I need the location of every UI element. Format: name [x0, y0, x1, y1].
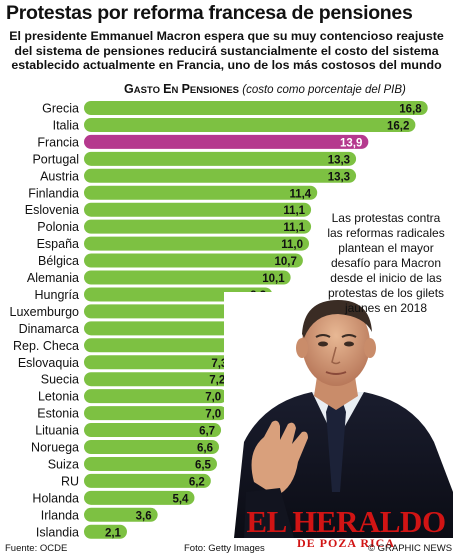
category-label: Portugal	[32, 152, 79, 166]
value-label: 13,9	[340, 137, 362, 149]
footer-source: Fuente: OCDE	[5, 543, 68, 554]
value-label: 11,4	[289, 188, 311, 200]
bar	[84, 490, 195, 505]
category-label: Rep. Checa	[13, 339, 79, 353]
category-label: Noruega	[31, 441, 79, 455]
newspaper-logo: EL HERALDO DE POZA RICA	[246, 506, 446, 549]
category-label: Alemania	[27, 271, 79, 285]
bar	[84, 473, 211, 488]
category-label: Islandia	[36, 525, 79, 539]
bar	[84, 253, 303, 268]
chart-title: Protestas por reforma francesa de pensio…	[6, 2, 413, 24]
bar	[84, 389, 228, 404]
bar	[84, 524, 127, 539]
category-label: España	[37, 237, 79, 251]
value-label: 7,0	[205, 392, 221, 404]
macron-photo	[224, 292, 453, 538]
category-label: Lituania	[35, 424, 79, 438]
value-label: 7,3	[211, 358, 227, 370]
value-label: 16,2	[387, 120, 409, 132]
side-note: Las protestas contra las reformas radica…	[327, 211, 445, 315]
category-label: Austria	[40, 169, 79, 183]
value-label: 6,6	[197, 443, 213, 455]
bar	[84, 355, 234, 370]
category-label: Estonia	[37, 407, 79, 421]
value-label: 6,5	[195, 459, 212, 471]
bar	[84, 151, 357, 166]
category-label: Finlandia	[28, 186, 79, 200]
bar	[84, 101, 428, 115]
bar	[84, 372, 232, 387]
value-label: 5,4	[172, 493, 189, 505]
category-label: RU	[61, 474, 79, 488]
value-label: 13,3	[328, 154, 350, 166]
bar	[84, 117, 416, 132]
category-label: Suecia	[41, 373, 79, 387]
category-label: Bélgica	[38, 254, 79, 268]
chart-subtitle: El presidente Emmanuel Macron espera que…	[9, 29, 444, 72]
category-label: Eslovaquia	[18, 356, 79, 370]
chart-heading-label: GASTO EN PENSIONES	[124, 82, 240, 96]
category-label: Hungría	[35, 288, 80, 302]
value-label: 11,0	[281, 239, 303, 251]
value-label: 13,3	[328, 171, 350, 183]
value-label: 2,1	[105, 527, 122, 539]
bar	[84, 304, 256, 319]
bar	[84, 219, 312, 234]
value-label: 10,1	[262, 273, 285, 285]
bar	[84, 321, 250, 336]
chart-heading-note: (costo como porcentaje del PIB)	[242, 84, 406, 96]
value-label: 6,7	[199, 426, 215, 438]
category-label: Francia	[37, 135, 79, 149]
bar	[84, 134, 369, 149]
bar	[84, 440, 220, 454]
logo-main: EL HERALDO	[246, 504, 446, 539]
bar	[84, 423, 222, 438]
category-label: Dinamarca	[19, 322, 79, 336]
value-label: 10,7	[275, 256, 297, 268]
category-label: Grecia	[42, 102, 79, 116]
category-label: Holanda	[32, 491, 79, 505]
category-label: Luxemburgo	[10, 305, 80, 319]
category-label: Suiza	[48, 457, 79, 471]
value-label: 7,0	[205, 409, 221, 421]
category-label: Eslovenia	[25, 203, 79, 217]
value-label: 3,6	[136, 510, 152, 522]
chart-heading: GASTO EN PENSIONES (costo como porcentaj…	[124, 82, 453, 96]
bar	[84, 185, 318, 200]
value-label: 6,2	[189, 476, 205, 488]
value-label: 7,2	[209, 375, 225, 387]
bar	[84, 456, 217, 471]
bar	[84, 168, 357, 183]
category-label: Polonia	[37, 220, 79, 234]
bar	[84, 507, 158, 522]
bar	[84, 406, 228, 421]
footer-photo: Foto: Getty Images	[184, 543, 265, 554]
logo-sub: DE POZA RICA	[296, 536, 395, 550]
bar	[84, 236, 310, 251]
bar	[84, 338, 250, 353]
value-label: 16,8	[399, 104, 422, 116]
category-label: Irlanda	[41, 508, 79, 522]
bar	[84, 202, 312, 217]
category-label: Italia	[53, 118, 79, 132]
category-label: Letonia	[38, 390, 79, 404]
value-label: 11,1	[283, 222, 305, 234]
footer-credit: © GRAPHIC NEWS	[368, 543, 453, 554]
value-label: 11,1	[283, 205, 305, 217]
bar	[84, 270, 291, 285]
